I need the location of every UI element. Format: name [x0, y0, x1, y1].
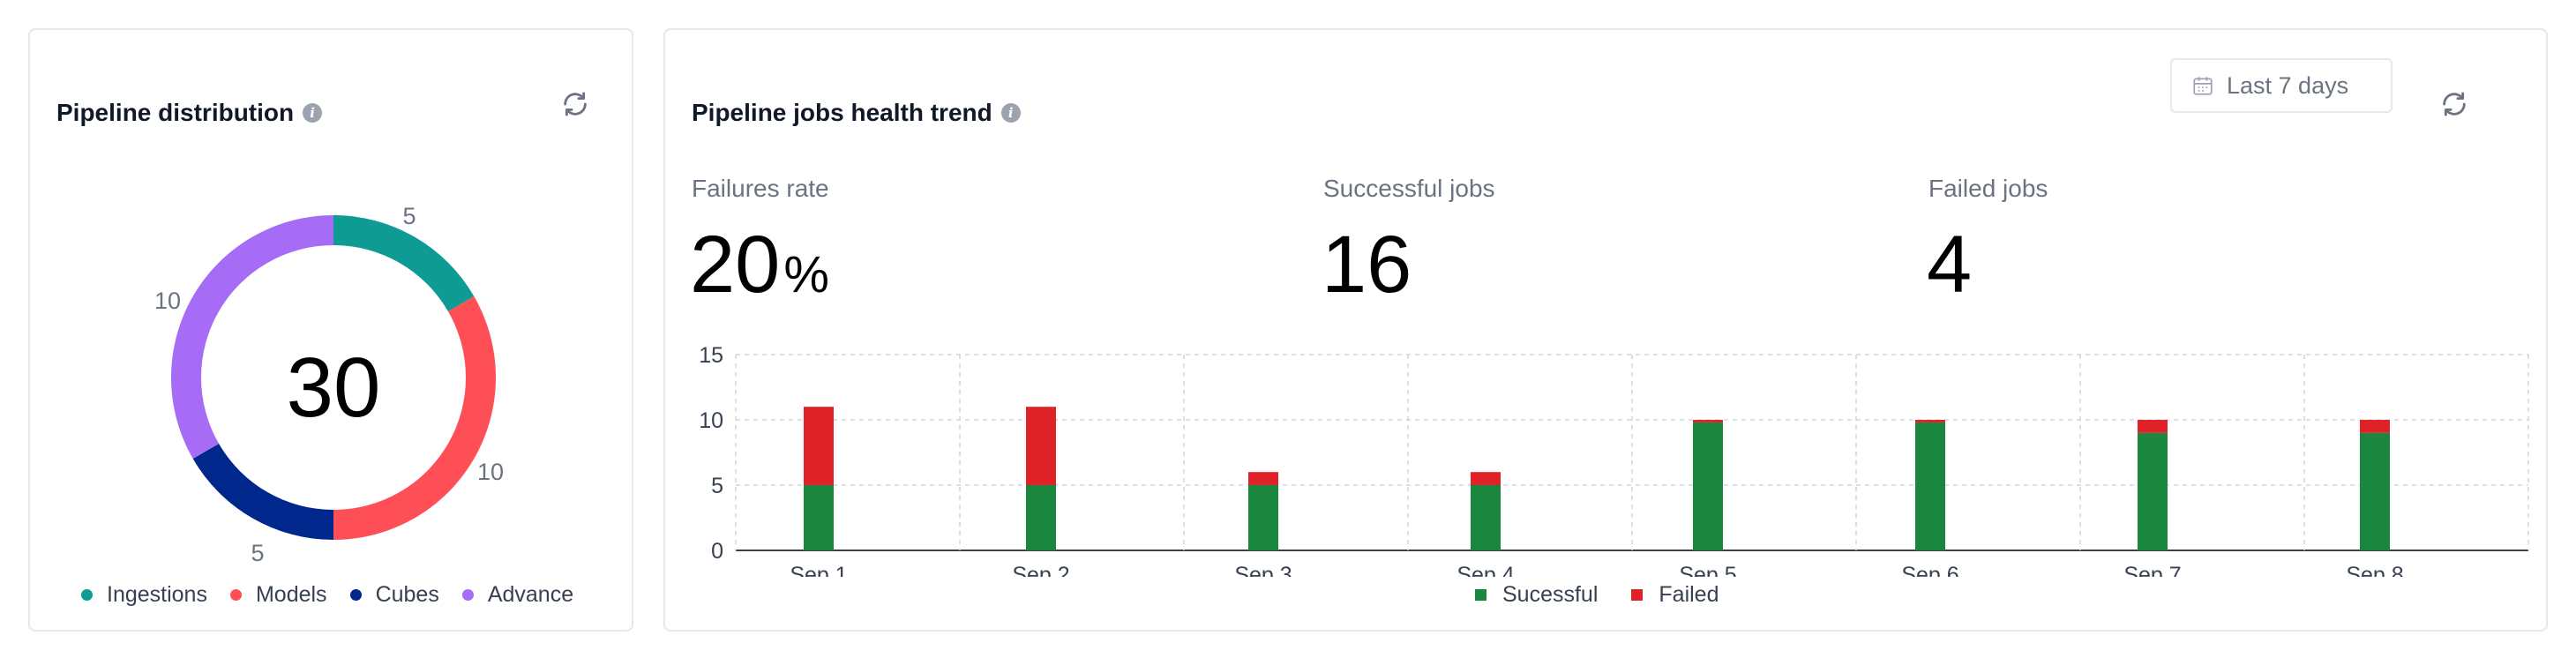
y-tick-label: 15 — [699, 343, 723, 368]
pipeline-jobs-health-title: Pipeline jobs health trend i — [692, 99, 1021, 127]
legend-label-cubes: Cubes — [375, 582, 439, 607]
jobs-health-bar-chart: 0 5 10 15 Sep 1 Sep 2 Sep 3 Sep 4 Sep 5 Sep 6 Sep… — [699, 343, 2529, 577]
date-range-value: Last 7 days — [2227, 71, 2349, 99]
slice-label-cubes: 5 — [251, 540, 264, 566]
refresh-trend-button[interactable] — [2435, 85, 2474, 123]
pipeline-distribution-title-text: Pipeline distribution — [56, 99, 295, 126]
bar-sucessful-sep-3[interactable] — [1248, 485, 1278, 550]
refresh-icon — [564, 92, 587, 116]
pipeline-jobs-health-title-text: Pipeline jobs health trend — [692, 99, 992, 126]
legend-marker-successful — [1475, 589, 1486, 601]
legend-marker-failed — [1631, 589, 1644, 601]
bar-failed-sep-2[interactable] — [1026, 407, 1056, 485]
bar-sucessful-sep-7[interactable] — [2138, 432, 2168, 550]
bar-failed-sep-7[interactable] — [2138, 420, 2168, 433]
slice-label-advance: 10 — [154, 288, 181, 314]
stat-failure-rate-label: Failures rate — [692, 175, 829, 202]
legend-label-advance: Advance — [487, 582, 574, 607]
bar-failed-sep-6[interactable] — [1915, 420, 1945, 422]
y-tick-label: 0 — [711, 539, 723, 564]
stat-successful-jobs-label: Successful jobs — [1323, 175, 1495, 202]
legend-label-failed: Failed — [1659, 582, 1719, 607]
bar-failed-sep-5[interactable] — [1693, 420, 1723, 422]
x-tick-label: Sep 5 — [1679, 563, 1736, 577]
stat-failure-rate-value: 20% — [690, 224, 829, 305]
bar-sucessful-sep-2[interactable] — [1026, 485, 1056, 550]
info-icon[interactable]: i — [303, 103, 323, 123]
legend-item-models[interactable]: Models — [229, 582, 327, 608]
pipeline-jobs-health-card: Pipeline jobs health trend i Last 7 days… — [663, 28, 2548, 632]
slice-label-models: 10 — [477, 459, 504, 485]
refresh-distribution-button[interactable] — [556, 85, 595, 123]
legend-marker-ingestions — [81, 589, 93, 601]
bar-sucessful-sep-5[interactable] — [1693, 422, 1723, 550]
pipeline-distribution-card: Pipeline distribution i 30 5 10 5 10 Ing… — [28, 28, 633, 632]
refresh-icon — [2443, 92, 2466, 116]
x-tick-label: Sep 7 — [2123, 563, 2181, 577]
legend-label-successful: Sucessful — [1502, 582, 1599, 607]
stat-failed-jobs-value: 4 — [1927, 220, 1973, 310]
bar-sucessful-sep-1[interactable] — [804, 485, 834, 550]
bar-failed-sep-3[interactable] — [1248, 472, 1278, 485]
y-tick-label: 10 — [699, 408, 723, 433]
legend-item-successful[interactable]: Sucessful — [1475, 582, 1598, 608]
donut-total: 30 — [287, 340, 381, 435]
pipeline-distribution-donut: 30 5 10 5 10 — [154, 203, 504, 566]
pipeline-distribution-title: Pipeline distribution i — [56, 99, 323, 127]
stat-failed-jobs-label: Failed jobs — [1928, 175, 2048, 202]
calendar-icon — [2193, 77, 2213, 95]
bar-failed-sep-1[interactable] — [804, 407, 834, 485]
legend-label-ingestions: Ingestions — [107, 582, 207, 607]
x-tick-label: Sep 8 — [2346, 563, 2403, 577]
donut-slice-models[interactable] — [333, 296, 496, 540]
bar-sucessful-sep-8[interactable] — [2360, 432, 2390, 550]
legend-label-models: Models — [255, 582, 327, 607]
legend-marker-advance — [461, 589, 474, 601]
date-range-picker[interactable]: Last 7 days — [2170, 58, 2393, 113]
bar-sucessful-sep-6[interactable] — [1915, 422, 1945, 550]
stat-failure-rate-number: 20 — [690, 220, 781, 310]
slice-label-ingestions: 5 — [402, 203, 416, 229]
distribution-legend: Ingestions Models Cubes Advance — [81, 582, 573, 608]
bar-failed-sep-8[interactable] — [2360, 420, 2390, 433]
y-tick-label: 5 — [711, 474, 723, 498]
stat-failed-jobs: Failed jobs 4 — [1927, 175, 2048, 305]
stat-failure-rate-unit: % — [783, 246, 829, 303]
bar-failed-sep-4[interactable] — [1471, 472, 1501, 485]
stat-failure-rate: Failures rate 20% — [690, 175, 829, 305]
trend-legend: Sucessful Failed — [1475, 582, 1719, 608]
x-tick-label: Sep 4 — [1456, 563, 1514, 577]
legend-marker-cubes — [349, 589, 362, 601]
x-tick-label: Sep 2 — [1012, 563, 1069, 577]
info-icon[interactable]: i — [1000, 103, 1021, 123]
donut-slice-ingestions[interactable] — [333, 215, 475, 311]
legend-item-advance[interactable]: Advance — [461, 582, 574, 608]
x-tick-label: Sep 1 — [790, 563, 847, 577]
stat-successful-jobs-value: 16 — [1322, 220, 1412, 310]
legend-item-failed[interactable]: Failed — [1631, 582, 1719, 608]
bar-sucessful-sep-4[interactable] — [1471, 485, 1501, 550]
legend-marker-models — [229, 589, 242, 601]
x-tick-label: Sep 6 — [1901, 563, 1958, 577]
donut-slice-cubes[interactable] — [192, 444, 333, 540]
donut-slice-advance[interactable] — [170, 215, 333, 459]
legend-item-ingestions[interactable]: Ingestions — [81, 582, 207, 608]
x-tick-label: Sep 3 — [1234, 563, 1292, 577]
stat-successful-jobs: Successful jobs 16 — [1322, 175, 1495, 305]
legend-item-cubes[interactable]: Cubes — [349, 582, 439, 608]
